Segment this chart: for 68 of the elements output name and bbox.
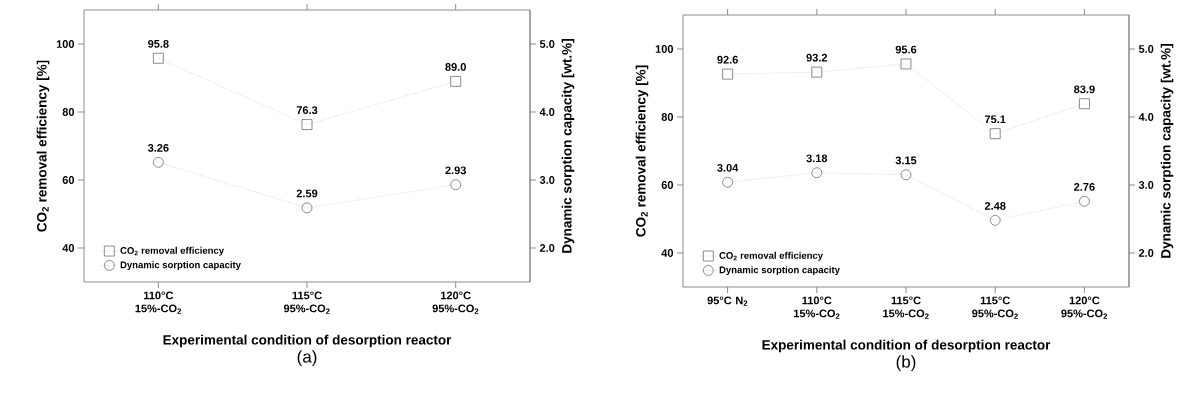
y-tick-label: 40 [62,244,75,252]
x-axis-title: Experimental condition of desorption reactor [163,334,452,348]
y2-tick-label: 2.0 [1138,249,1154,257]
text: (b) [896,355,916,372]
x-tick-label: 120°C 95%-CO$_{2}$ [432,291,479,314]
data-label: 3.15 [895,156,917,165]
y2-axis-title: Dynamic sorption capacity [wt.%] [561,39,575,253]
data-label: 95.6 [895,45,917,54]
y-tick-label: 80 [661,113,674,121]
x-tick-label: 110°C 15%-CO$_{2}$ [794,296,840,319]
data-label: 2.59 [296,189,318,198]
point [989,128,1001,140]
y-axis-title: CO$_{2}$ removal efficiency [%] [635,65,649,237]
data-label: 75.1 [984,115,1006,124]
y2-tick-label: 4.0 [1138,113,1154,121]
data-label: 92.6 [717,55,738,64]
point [722,68,733,80]
y2-tick-label: 5.0 [539,40,555,48]
legend-label: CO$_{2}$ removal efficiency [719,251,823,261]
data-label: 2.76 [1074,183,1095,191]
x-tick-label: 110°C 15%-CO$_{2}$ [135,291,182,314]
point [811,167,823,179]
point [450,76,462,87]
y-tick-label: 40 [661,249,674,257]
x-tick-label: 115°C 15%-CO$_{2}$ [883,296,929,319]
data-label: 2.48 [984,202,1006,210]
legend-label: Dynamic sorption capacity [719,266,840,276]
y-tick-label: 80 [62,108,75,116]
point [1078,98,1090,110]
point [811,66,823,78]
y2-tick-label: 3.0 [1138,181,1154,189]
data-label: 76.3 [296,106,318,115]
data-label: 83.9 [1074,85,1095,94]
text: (a) [297,350,317,367]
data-label: 3.18 [806,154,828,163]
x-tick-label: 115°C 95%-CO$_{2}$ [283,291,330,314]
x-tick-label: 120°C 95%-CO$_{2}$ [1061,296,1108,319]
legend-label: Dynamic sorption capacity [120,261,241,271]
point [900,169,912,181]
y2-axis-title: Dynamic sorption capacity [wt.%] [1160,44,1174,258]
data-label: 95.8 [148,39,169,48]
y-tick-label: 100 [56,40,75,48]
data-label: 2.93 [445,166,466,175]
data-label: 93.2 [806,53,828,62]
x-tick-label: 95°C N$_{2}$ [707,296,748,306]
point [301,202,313,214]
point [301,119,313,130]
y-tick-label: 60 [661,181,674,189]
point [1078,195,1090,207]
point [722,176,733,188]
y2-tick-label: 3.0 [539,176,555,184]
x-tick-label: 115°C 95%-CO$_{2}$ [972,296,1018,319]
point [450,179,462,191]
legend-label: CO$_{2}$ removal efficiency [120,246,224,256]
x-axis-title: Experimental condition of desorption reactor [762,339,1051,353]
y2-tick-label: 4.0 [539,108,555,116]
y2-tick-label: 5.0 [1138,45,1154,53]
y-tick-label: 60 [62,176,75,184]
y-axis-title: CO$_{2}$ removal efficiency [%] [36,60,50,232]
y-tick-label: 100 [655,45,674,53]
data-label: 3.26 [147,143,169,152]
point [989,214,1001,226]
point [900,58,912,70]
point [152,156,164,168]
point [152,52,164,64]
y2-tick-label: 2.0 [539,244,555,252]
data-label: 3.04 [717,163,739,172]
data-label: 89.0 [445,63,466,71]
